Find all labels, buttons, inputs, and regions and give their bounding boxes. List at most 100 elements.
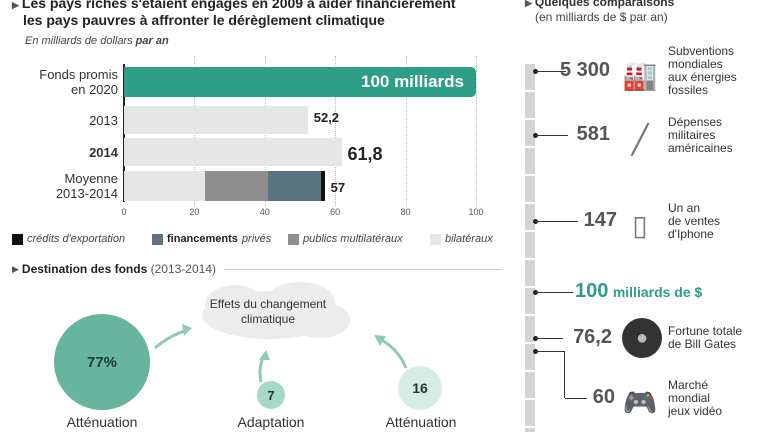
chart-subtitle: En milliards de dollars par an bbox=[25, 35, 325, 47]
factory-icon: 🏭 bbox=[622, 59, 658, 91]
bubble-label: Adaptation bbox=[237, 414, 305, 430]
description-line: Fortune totale bbox=[668, 324, 743, 338]
comparisons-subtitle: (en milliards de $ par an) bbox=[535, 10, 668, 24]
description-line: de ventes bbox=[668, 213, 721, 228]
legend-label: financements bbox=[167, 233, 238, 245]
leader-line bbox=[535, 135, 568, 136]
legend-item: financements privés bbox=[152, 233, 271, 245]
leader-line bbox=[535, 292, 573, 293]
destination-title: Destination des fonds bbox=[21, 262, 148, 276]
legend-item: crédits d'exportation bbox=[12, 233, 125, 245]
comparison-value: 581 bbox=[576, 123, 610, 145]
bubble-value: 7 bbox=[267, 387, 275, 403]
x-tick-label: 80 bbox=[400, 207, 411, 217]
divider bbox=[224, 268, 502, 270]
category-label: Moyenne 2013-2014 bbox=[0, 171, 118, 201]
gridline bbox=[335, 56, 337, 206]
triangle-icon: ▶ bbox=[525, 0, 532, 8]
bar-chart: 0 20 40 60 80 100 Fonds promis en 2020 100 milli… bbox=[0, 0, 500, 260]
leader-line bbox=[565, 398, 587, 399]
description-line: mondial bbox=[668, 390, 711, 405]
bar-segment-cr-dits-d-exportation bbox=[321, 171, 325, 201]
triangle-icon: ▶ bbox=[12, 0, 19, 10]
description-line: Subventions bbox=[668, 44, 735, 58]
category-label: 2013 bbox=[0, 113, 118, 128]
description-line: Marché bbox=[668, 377, 709, 392]
scale-bar bbox=[525, 64, 535, 432]
gridline bbox=[476, 56, 477, 206]
cloud-icon bbox=[202, 282, 350, 339]
bar-segment-bilat-raux bbox=[124, 171, 205, 201]
destination-diagram bbox=[154, 282, 408, 383]
description-line: de Bill Gates bbox=[668, 337, 737, 351]
category-label-line: 2013 bbox=[89, 113, 118, 128]
arrow-icon bbox=[377, 336, 408, 369]
description-line: militaires bbox=[668, 127, 716, 142]
category-label-line: en 2020 bbox=[71, 82, 118, 97]
description-line: Dépenses bbox=[668, 114, 723, 129]
description-line: mondiales bbox=[668, 57, 723, 71]
subtitle-period: par an bbox=[135, 35, 169, 47]
x-tick-label: 20 bbox=[189, 207, 200, 217]
value-label: 57 bbox=[330, 180, 346, 195]
bubble-label: Atténuation bbox=[385, 414, 457, 430]
description-line: fossiles bbox=[668, 83, 709, 97]
legend-item: bilatéraux bbox=[430, 233, 493, 245]
description-line: Un an bbox=[668, 200, 701, 215]
legend-label-suffix: privés bbox=[241, 233, 272, 245]
comparison-value: 76,2 bbox=[573, 326, 612, 348]
legend-label: publics multilatéraux bbox=[303, 233, 403, 245]
reference-number: 100 bbox=[575, 280, 609, 302]
destination-period: (2013-2014) bbox=[150, 262, 216, 276]
bubble-value: 77% bbox=[86, 353, 118, 371]
comparisons-title-text: Quelques comparaisons bbox=[534, 0, 675, 9]
comparison-description: Fortune totale de Bill Gates bbox=[668, 325, 762, 351]
mitigation-bubble: 77% bbox=[54, 314, 150, 410]
category-label: 2014 bbox=[0, 145, 118, 160]
cloud-label-line: Effets du changement bbox=[209, 297, 327, 311]
comparison-value: 5 300 bbox=[559, 59, 610, 81]
legend-swatch bbox=[288, 233, 299, 245]
cloud-label-line: climatique bbox=[240, 312, 296, 326]
bubble-label: Atténuation bbox=[66, 414, 138, 430]
description-line: d'Iphone bbox=[668, 226, 714, 241]
leader-line bbox=[535, 351, 565, 398]
description-line: aux énergies bbox=[668, 70, 737, 84]
leader-line bbox=[535, 71, 566, 72]
category-label-line: 2014 bbox=[89, 145, 118, 160]
bar-2014 bbox=[124, 138, 342, 166]
leader-line bbox=[535, 338, 563, 339]
destination-header: ▶ Destination des fonds (2013-2014) bbox=[12, 262, 502, 276]
comparison-value: 60 bbox=[592, 386, 615, 408]
gamepad-icon: 🎮 bbox=[622, 386, 658, 418]
description-line: jeux vidéo bbox=[668, 403, 723, 418]
bar-promised bbox=[124, 67, 476, 97]
legend-swatch bbox=[430, 233, 441, 245]
bubble-value: 16 bbox=[412, 380, 428, 396]
comparison-value: 147 bbox=[583, 209, 617, 231]
legend-item: publics multilatéraux bbox=[288, 233, 403, 245]
smartphone-icon: ▯ bbox=[632, 209, 648, 241]
leader-line bbox=[535, 221, 578, 222]
comparison-description: Marché mondial jeux vidéo bbox=[668, 377, 762, 418]
subtitle-unit: En milliards de dollars bbox=[25, 35, 133, 47]
value-label: 61,8 bbox=[347, 144, 383, 164]
adaptation-bubble: 7 bbox=[257, 381, 285, 409]
triangle-icon: ▶ bbox=[12, 263, 19, 274]
x-tick-label: 0 bbox=[121, 207, 127, 217]
comparison-description: Un an de ventes d'Iphone bbox=[668, 200, 762, 241]
chart-title: ▶ Les pays riches s'étaient engagés en 20… bbox=[12, 0, 502, 13]
gridline bbox=[405, 56, 407, 206]
third-bubble: 16 bbox=[398, 366, 442, 410]
comparisons-title: ▶ Quelques comparaisons bbox=[525, 0, 760, 9]
x-tick-label: 100 bbox=[468, 207, 484, 217]
legend-label: bilatéraux bbox=[445, 233, 493, 245]
value-label: 52,2 bbox=[313, 110, 340, 125]
category-label-line: Fonds promis bbox=[39, 67, 118, 82]
x-tick-label: 60 bbox=[330, 207, 341, 217]
rifle-icon: ╱ bbox=[631, 123, 649, 155]
bar-segment-financements-priv-s bbox=[268, 171, 322, 201]
bar-2013 bbox=[124, 106, 308, 134]
category-label: Fonds promis en 2020 bbox=[0, 67, 118, 97]
value-label: 100 milliards bbox=[360, 72, 464, 91]
